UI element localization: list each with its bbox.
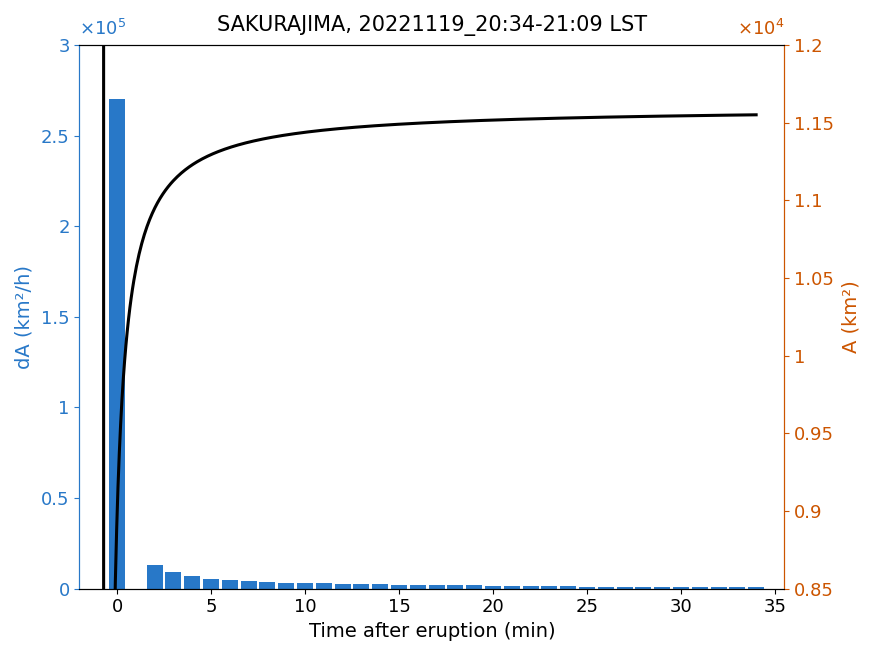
Bar	[730, 587, 746, 588]
Bar	[617, 587, 633, 588]
Bar	[241, 581, 256, 588]
Bar	[692, 587, 708, 588]
Bar	[560, 586, 576, 588]
Bar	[354, 584, 369, 588]
Bar	[429, 585, 444, 588]
Bar	[673, 587, 689, 588]
Bar	[316, 583, 332, 588]
Bar	[165, 573, 181, 588]
X-axis label: Time after eruption (min): Time after eruption (min)	[309, 622, 556, 641]
Bar	[485, 586, 501, 588]
Bar	[297, 583, 313, 588]
Text: $\times10^4$: $\times10^4$	[737, 19, 784, 39]
Bar	[203, 579, 219, 588]
Y-axis label: dA (km²/h): dA (km²/h)	[15, 265, 34, 369]
Text: $\times10^5$: $\times10^5$	[80, 19, 127, 39]
Bar	[372, 584, 388, 588]
Bar	[278, 583, 294, 588]
Bar	[635, 587, 651, 588]
Bar	[410, 585, 426, 588]
Bar	[259, 582, 276, 588]
Bar	[598, 586, 613, 588]
Bar	[221, 580, 238, 588]
Bar	[466, 585, 482, 588]
Bar	[504, 586, 520, 588]
Bar	[710, 587, 726, 588]
Bar	[522, 586, 538, 588]
Bar	[542, 586, 557, 588]
Bar	[654, 587, 670, 588]
Y-axis label: A (km²): A (km²)	[841, 280, 860, 353]
Bar	[447, 585, 464, 588]
Bar	[579, 586, 595, 588]
Bar	[109, 99, 125, 588]
Bar	[185, 576, 200, 588]
Title: SAKURAJIMA, 20221119_20:34-21:09 LST: SAKURAJIMA, 20221119_20:34-21:09 LST	[217, 15, 647, 36]
Bar	[334, 584, 351, 588]
Bar	[391, 584, 407, 588]
Bar	[147, 565, 163, 588]
